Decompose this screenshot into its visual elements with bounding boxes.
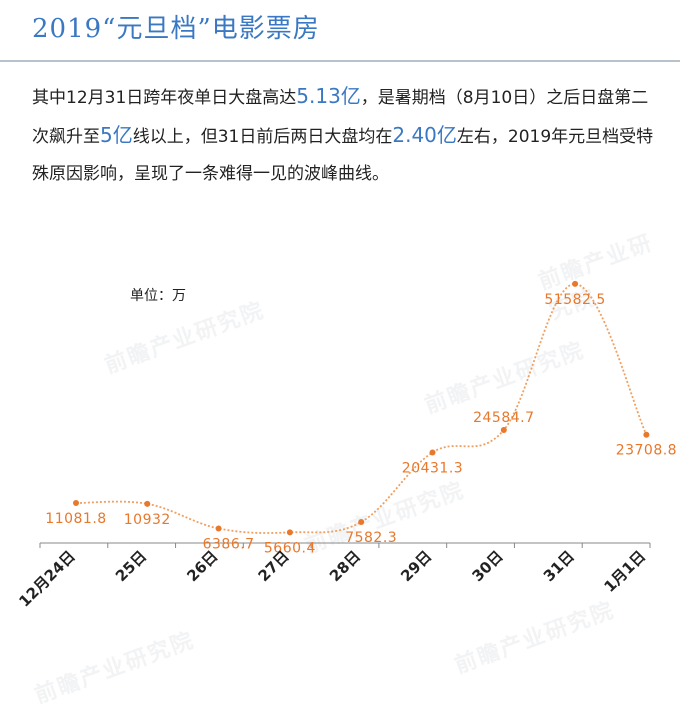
summary-text-1: 其中12月31日跨年夜单日大盘高达 — [32, 88, 297, 108]
x-tick-label: 25日 — [112, 547, 150, 585]
page-title: 2019“元旦档”电影票房 — [32, 14, 320, 44]
box-office-line-chart: 11081.8 10932 6386.7 5660.4 7582.3 20431.3 245… — [15, 280, 677, 611]
data-point — [643, 431, 650, 438]
data-point — [144, 500, 151, 507]
data-point — [572, 280, 579, 287]
x-tick-label: 29日 — [397, 547, 435, 585]
x-tick-label: 28日 — [326, 547, 364, 585]
data-label: 23708.8 — [616, 443, 677, 459]
data-point — [215, 525, 222, 532]
data-label: 24584.7 — [473, 410, 534, 426]
summary-text-4: 左右，2019年元旦档受特殊原因影响，呈现了一条难得一见的波峰曲线。 — [32, 127, 654, 184]
data-label: 6386.7 — [203, 536, 255, 552]
summary-paragraph: 其中12月31日跨年夜单日大盘高达5.13亿，是暑期档（8月10日）之后日盘第二… — [32, 78, 664, 193]
data-label: 51582.5 — [544, 292, 605, 308]
data-label: 10932 — [124, 512, 171, 528]
data-point — [73, 500, 79, 507]
data-label: 7582.3 — [345, 530, 397, 546]
summary-text-2: ，是暑期档（8月10日）之后日盘第二次飙升至 — [32, 88, 649, 147]
highlight-value-1: 5.13亿 — [296, 84, 361, 108]
title-divider — [0, 60, 680, 62]
chart-unit-label: 单位：万 — [130, 288, 186, 304]
series-line — [75, 282, 648, 534]
summary-text-3: 线以上，但31日前后两日大盘均在 — [132, 127, 393, 147]
data-label: 20431.3 — [402, 460, 463, 476]
x-tick-label: 1月1日 — [601, 547, 650, 596]
x-tick-label: 30日 — [469, 547, 507, 585]
x-tick-label: 12月24日 — [15, 547, 78, 610]
data-label: 5660.4 — [264, 540, 316, 556]
data-point — [429, 449, 436, 456]
x-tick-label: 31日 — [540, 547, 578, 585]
data-point — [500, 426, 507, 433]
x-tick-label: 26日 — [183, 547, 221, 585]
highlight-value-3: 2.40亿 — [392, 123, 457, 147]
data-point — [286, 529, 293, 536]
data-point — [358, 518, 365, 525]
highlight-value-2: 5亿 — [100, 123, 133, 147]
data-label: 11081.8 — [45, 511, 106, 527]
